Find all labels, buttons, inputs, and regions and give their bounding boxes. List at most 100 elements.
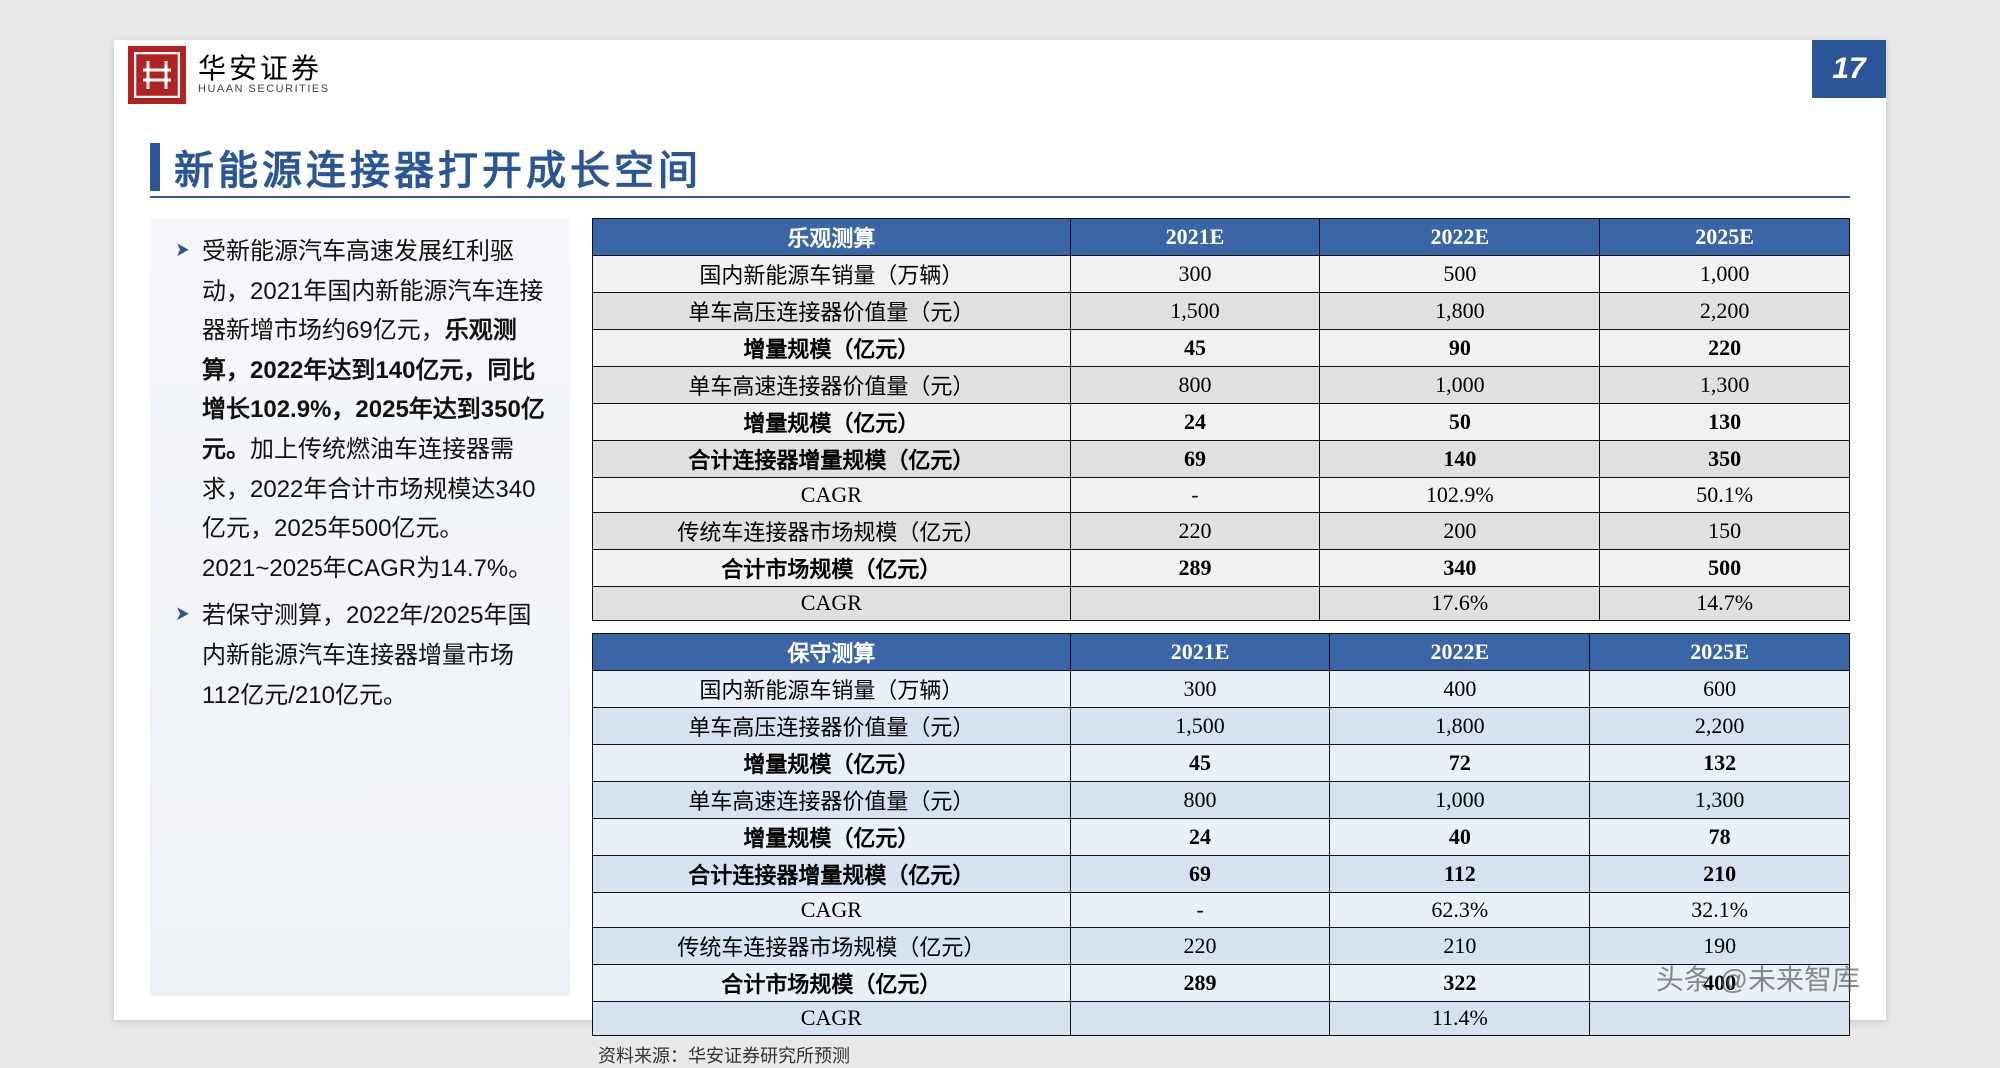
bullet-item: 若保守测算，2022年/2025年国内新能源汽车连接器增量市场112亿元/210… xyxy=(174,596,550,715)
table-row: 合计连接器增量规模（亿元）69112210 xyxy=(593,856,1850,893)
row-label: 增量规模（亿元） xyxy=(593,745,1071,782)
row-value: 14.7% xyxy=(1600,586,1850,621)
table-header-year: 2025E xyxy=(1600,219,1850,256)
table-row: 单车高压连接器价值量（元）1,5001,8002,200 xyxy=(593,293,1850,330)
content-area: 受新能源汽车高速发展红利驱动，2021年国内新能源汽车连接器新增市场约69亿元，… xyxy=(150,218,1850,996)
table-header-year: 2021E xyxy=(1070,219,1320,256)
table-row: 增量规模（亿元）244078 xyxy=(593,819,1850,856)
row-value: 150 xyxy=(1600,512,1850,549)
row-value: 1,000 xyxy=(1330,782,1590,819)
table-header-label: 乐观测算 xyxy=(593,219,1071,256)
row-value: 322 xyxy=(1330,964,1590,1001)
row-label: 合计连接器增量规模（亿元） xyxy=(593,856,1071,893)
row-value: 102.9% xyxy=(1320,478,1600,513)
row-value: 340 xyxy=(1320,549,1600,586)
row-value: 112 xyxy=(1330,856,1590,893)
logo-icon xyxy=(128,46,186,104)
row-value xyxy=(1590,1001,1850,1036)
table-row: CAGR 17.6%14.7% xyxy=(593,586,1850,621)
row-value: 40 xyxy=(1330,819,1590,856)
bullet-text: 加上传统燃油车连接器需求，2022年合计市场规模达340亿元，2025年500亿… xyxy=(202,436,535,582)
table-header-label: 保守测算 xyxy=(593,634,1071,671)
page-number: 17 xyxy=(1812,40,1886,98)
row-value: 350 xyxy=(1600,441,1850,478)
row-label: 单车高压连接器价值量（元） xyxy=(593,293,1071,330)
row-value: 45 xyxy=(1070,745,1330,782)
row-value: 24 xyxy=(1070,404,1320,441)
row-value: 90 xyxy=(1320,330,1600,367)
row-value: 300 xyxy=(1070,256,1320,293)
row-label: 国内新能源车销量（万辆） xyxy=(593,671,1071,708)
row-value: 32.1% xyxy=(1590,893,1850,928)
row-value: 220 xyxy=(1070,927,1330,964)
table-row: CAGR-62.3%32.1% xyxy=(593,893,1850,928)
row-value: 1,800 xyxy=(1330,708,1590,745)
row-value: 11.4% xyxy=(1330,1001,1590,1036)
row-value: 50.1% xyxy=(1600,478,1850,513)
row-value: 69 xyxy=(1070,441,1320,478)
row-value: 600 xyxy=(1590,671,1850,708)
row-value: 24 xyxy=(1070,819,1330,856)
bullet-item: 受新能源汽车高速发展红利驱动，2021年国内新能源汽车连接器新增市场约69亿元，… xyxy=(174,232,550,588)
page-title: 新能源连接器打开成长空间 xyxy=(174,138,702,196)
row-label: CAGR xyxy=(593,586,1071,621)
row-label: CAGR xyxy=(593,1001,1071,1036)
row-value xyxy=(1070,1001,1330,1036)
row-value: - xyxy=(1070,893,1330,928)
row-value: 300 xyxy=(1070,671,1330,708)
row-label: 合计市场规模（亿元） xyxy=(593,964,1071,1001)
table-header-year: 2022E xyxy=(1330,634,1590,671)
brand-name-cn: 华安证券 xyxy=(198,55,330,84)
table-row: 传统车连接器市场规模（亿元）220200150 xyxy=(593,512,1850,549)
title-underline xyxy=(150,196,1850,198)
table-row: 增量规模（亿元）2450130 xyxy=(593,404,1850,441)
logo-text: 华安证券 HUAAN SECURITIES xyxy=(198,55,330,96)
row-value: 1,300 xyxy=(1590,782,1850,819)
row-value: 62.3% xyxy=(1330,893,1590,928)
table-optimistic: 乐观测算2021E2022E2025E 国内新能源车销量（万辆）3005001,… xyxy=(592,218,1850,621)
row-label: 单车高速连接器价值量（元） xyxy=(593,367,1071,404)
table-row: 增量规模（亿元）4572132 xyxy=(593,745,1850,782)
row-value: 2,200 xyxy=(1590,708,1850,745)
row-label: 增量规模（亿元） xyxy=(593,404,1071,441)
title-row: 新能源连接器打开成长空间 xyxy=(150,138,702,196)
title-accent xyxy=(150,143,160,191)
row-value: 1,500 xyxy=(1070,293,1320,330)
row-label: 增量规模（亿元） xyxy=(593,819,1071,856)
row-value: 400 xyxy=(1330,671,1590,708)
row-value: 210 xyxy=(1330,927,1590,964)
row-label: 传统车连接器市场规模（亿元） xyxy=(593,512,1071,549)
row-value: 220 xyxy=(1070,512,1320,549)
row-value xyxy=(1070,586,1320,621)
row-value: 1,500 xyxy=(1070,708,1330,745)
table-row: 合计市场规模（亿元）289340500 xyxy=(593,549,1850,586)
table-header-year: 2021E xyxy=(1070,634,1330,671)
row-label: CAGR xyxy=(593,893,1071,928)
row-label: 国内新能源车销量（万辆） xyxy=(593,256,1071,293)
table-header-year: 2022E xyxy=(1320,219,1600,256)
row-value: 210 xyxy=(1590,856,1850,893)
row-value: 140 xyxy=(1320,441,1600,478)
logo-block: 华安证券 HUAAN SECURITIES xyxy=(114,46,330,104)
row-label: 合计市场规模（亿元） xyxy=(593,549,1071,586)
row-value: - xyxy=(1070,478,1320,513)
row-value: 220 xyxy=(1600,330,1850,367)
table-row: 增量规模（亿元）4590220 xyxy=(593,330,1850,367)
row-value: 289 xyxy=(1070,964,1330,1001)
row-value: 17.6% xyxy=(1320,586,1600,621)
table-row: CAGR-102.9%50.1% xyxy=(593,478,1850,513)
slide: 华安证券 HUAAN SECURITIES 17 新能源连接器打开成长空间 受新… xyxy=(114,40,1886,1020)
row-value: 800 xyxy=(1070,782,1330,819)
row-label: 传统车连接器市场规模（亿元） xyxy=(593,927,1071,964)
table-row: 单车高速连接器价值量（元）8001,0001,300 xyxy=(593,782,1850,819)
table-row: 单车高压连接器价值量（元）1,5001,8002,200 xyxy=(593,708,1850,745)
row-value: 289 xyxy=(1070,549,1320,586)
row-value: 130 xyxy=(1600,404,1850,441)
row-label: 单车高速连接器价值量（元） xyxy=(593,782,1071,819)
row-value: 200 xyxy=(1320,512,1600,549)
row-value: 500 xyxy=(1320,256,1600,293)
row-value: 1,000 xyxy=(1600,256,1850,293)
row-value: 50 xyxy=(1320,404,1600,441)
row-value: 132 xyxy=(1590,745,1850,782)
table-row: 国内新能源车销量（万辆）3005001,000 xyxy=(593,256,1850,293)
